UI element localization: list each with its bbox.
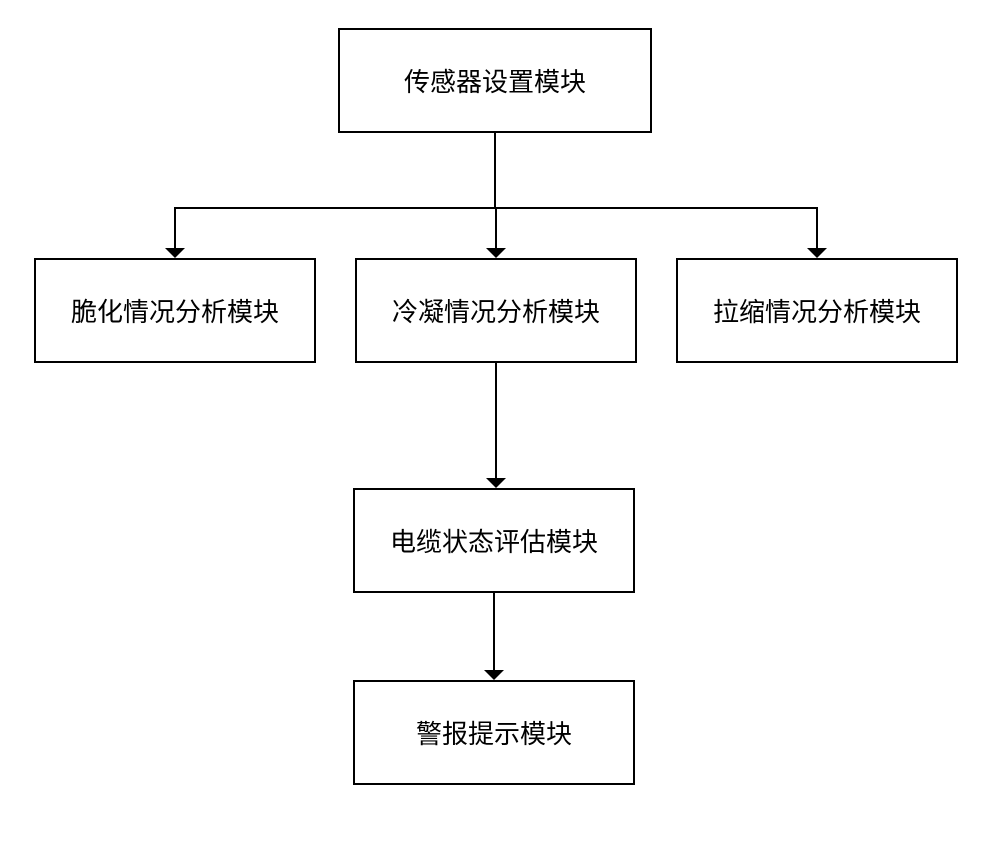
node-label-alert: 警报提示模块 <box>416 714 572 751</box>
node-label-tension: 拉缩情况分析模块 <box>713 292 921 329</box>
arrow-to-tension <box>807 248 827 258</box>
arrow-to-condense <box>486 248 506 258</box>
edge-to-condense <box>495 207 497 249</box>
edge-condense-evaluate <box>495 363 497 479</box>
node-label-condense: 冷凝情况分析模块 <box>392 292 600 329</box>
edge-to-tension <box>816 207 818 249</box>
node-brittle: 脆化情况分析模块 <box>34 258 316 363</box>
node-evaluate: 电缆状态评估模块 <box>353 488 635 593</box>
node-alert: 警报提示模块 <box>353 680 635 785</box>
node-label-evaluate: 电缆状态评估模块 <box>390 522 598 559</box>
node-sensor: 传感器设置模块 <box>338 28 652 133</box>
edge-to-brittle <box>174 207 176 249</box>
edge-evaluate-alert <box>493 593 495 671</box>
edge-sensor-stem <box>494 133 496 209</box>
arrow-evaluate-alert <box>484 670 504 680</box>
node-label-sensor: 传感器设置模块 <box>404 62 586 99</box>
node-condense: 冷凝情况分析模块 <box>355 258 637 363</box>
node-label-brittle: 脆化情况分析模块 <box>71 292 279 329</box>
node-tension: 拉缩情况分析模块 <box>676 258 958 363</box>
arrow-condense-evaluate <box>486 478 506 488</box>
arrow-to-brittle <box>165 248 185 258</box>
